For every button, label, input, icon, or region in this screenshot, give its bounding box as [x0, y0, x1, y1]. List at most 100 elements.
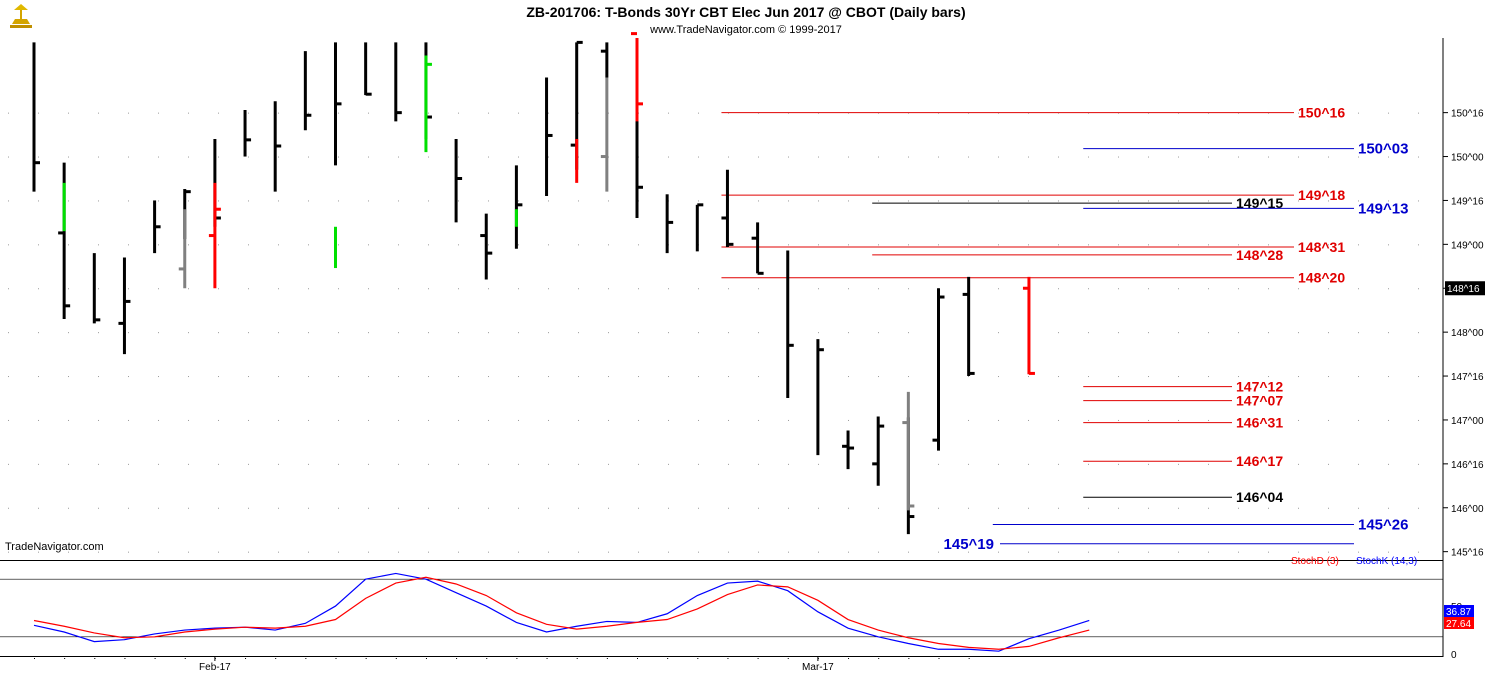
grid-dot: [998, 244, 999, 246]
grid-dot: [428, 376, 429, 378]
grid-dot: [1328, 200, 1329, 202]
grid-dot: [578, 112, 579, 114]
grid-dot: [848, 551, 849, 553]
grid-dot: [818, 288, 819, 290]
grid-dot: [1058, 551, 1059, 553]
grid-dot: [1118, 288, 1119, 290]
grid-dot: [968, 507, 969, 509]
grid-dot: [728, 332, 729, 334]
grid-dot: [968, 419, 969, 421]
grid-dot: [758, 156, 759, 158]
level-label: 146^31: [1236, 415, 1283, 431]
grid-dot: [1148, 244, 1149, 246]
grid-dot: [668, 156, 669, 158]
grid-dot: [338, 507, 339, 509]
grid-dot: [668, 376, 669, 378]
price-axis-label: 146^16: [1451, 460, 1484, 471]
grid-dot: [8, 376, 9, 378]
grid-dot: [1208, 419, 1209, 421]
stoch-axis-label: 0: [1451, 650, 1457, 661]
level-label: 149^18: [1298, 187, 1345, 203]
grid-dot: [98, 332, 99, 334]
grid-dot: [878, 200, 879, 202]
grid-dot: [998, 288, 999, 290]
grid-dot: [788, 156, 789, 158]
grid-dot: [668, 463, 669, 465]
grid-dot: [1388, 156, 1389, 158]
grid-dot: [218, 376, 219, 378]
grid-dot: [848, 288, 849, 290]
level-label: 147^07: [1236, 393, 1283, 409]
x-axis-minor-tick: [606, 658, 608, 659]
grid-dot: [218, 551, 219, 553]
grid-dot: [728, 507, 729, 509]
grid-dot: [878, 288, 879, 290]
grid-dot: [788, 507, 789, 509]
last-price-marker: 148^16: [1445, 281, 1485, 296]
legend-stoch-k: StochK (14,3): [1356, 556, 1417, 567]
x-axis-minor-tick: [667, 658, 669, 659]
grid-dot: [1358, 463, 1359, 465]
grid-dot: [1298, 332, 1299, 334]
grid-dot: [8, 551, 9, 553]
grid-dot: [578, 419, 579, 421]
grid-dot: [848, 376, 849, 378]
grid-dot: [98, 463, 99, 465]
grid-dot: [38, 419, 39, 421]
grid-dot: [518, 244, 519, 246]
grid-dot: [278, 200, 279, 202]
grid-dot: [308, 507, 309, 509]
grid-dot: [248, 244, 249, 246]
grid-dot: [1268, 332, 1269, 334]
grid-dot: [158, 288, 159, 290]
grid-dot: [698, 376, 699, 378]
x-axis-minor-tick: [456, 658, 458, 659]
grid-dot: [1148, 551, 1149, 553]
grid-dot: [878, 376, 879, 378]
grid-dot: [1028, 200, 1029, 202]
grid-dot: [458, 419, 459, 421]
grid-dot: [218, 419, 219, 421]
grid-dot: [998, 463, 999, 465]
grid-dot: [818, 507, 819, 509]
grid-dot: [1388, 507, 1389, 509]
grid-dot: [158, 507, 159, 509]
grid-dot: [428, 551, 429, 553]
grid-dot: [1328, 244, 1329, 246]
grid-dot: [938, 156, 939, 158]
grid-dot: [308, 200, 309, 202]
grid-dot: [518, 463, 519, 465]
grid-dot: [1118, 507, 1119, 509]
grid-dot: [1268, 463, 1269, 465]
grid-dot: [608, 332, 609, 334]
grid-dot: [488, 112, 489, 114]
x-axis-minor-tick: [968, 658, 970, 659]
grid-dot: [1058, 332, 1059, 334]
grid-dot: [248, 551, 249, 553]
grid-dot: [188, 200, 189, 202]
grid-dot: [248, 332, 249, 334]
grid-dot: [608, 463, 609, 465]
grid-dot: [968, 551, 969, 553]
grid-dot: [1418, 376, 1419, 378]
grid-dot: [8, 463, 9, 465]
grid-dot: [38, 332, 39, 334]
grid-dot: [458, 244, 459, 246]
grid-dot: [1208, 507, 1209, 509]
grid-dot: [368, 156, 369, 158]
grid-dot: [128, 244, 129, 246]
grid-dot: [458, 288, 459, 290]
grid-dot: [278, 112, 279, 114]
grid-dot: [218, 507, 219, 509]
grid-dot: [548, 419, 549, 421]
grid-dot: [1118, 156, 1119, 158]
grid-dot: [1388, 332, 1389, 334]
grid-dot: [728, 551, 729, 553]
price-panel: 145^16 146^00 146^16 147^00 147^16 148^00 148^…: [0, 32, 1485, 561]
x-axis-minor-tick: [637, 658, 638, 659]
grid-dot: [1208, 463, 1209, 465]
level-label: 146^04: [1236, 489, 1283, 505]
grid-dot: [1298, 200, 1299, 202]
grid-dot: [578, 463, 579, 465]
x-axis-minor-tick: [516, 658, 518, 659]
